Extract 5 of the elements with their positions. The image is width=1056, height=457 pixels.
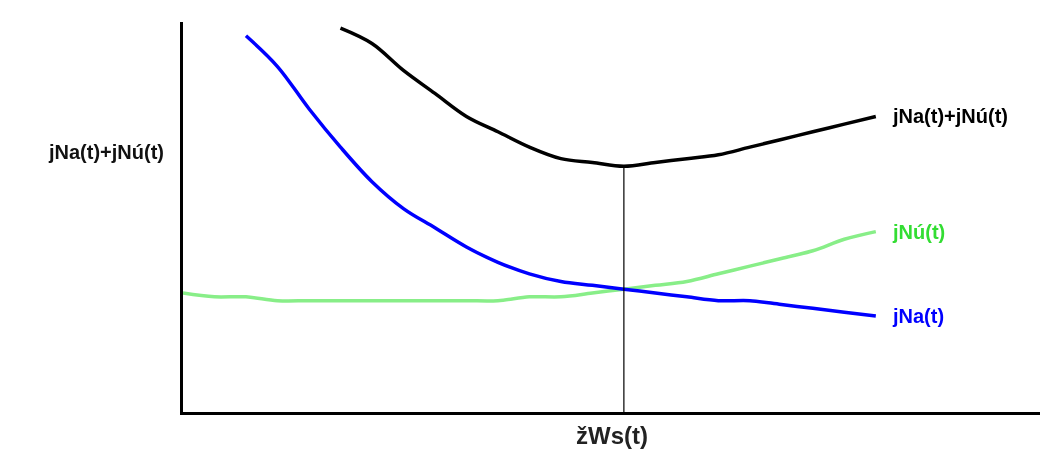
y-axis-title: jNa(t)+jNú(t)	[48, 141, 164, 163]
series-label: jNa(t)	[892, 305, 945, 327]
series-label: jNú(t)	[892, 221, 946, 243]
series-label: jNa(t)+jNú(t)	[892, 105, 1008, 127]
x-axis-title: žWs(t)	[576, 422, 648, 449]
